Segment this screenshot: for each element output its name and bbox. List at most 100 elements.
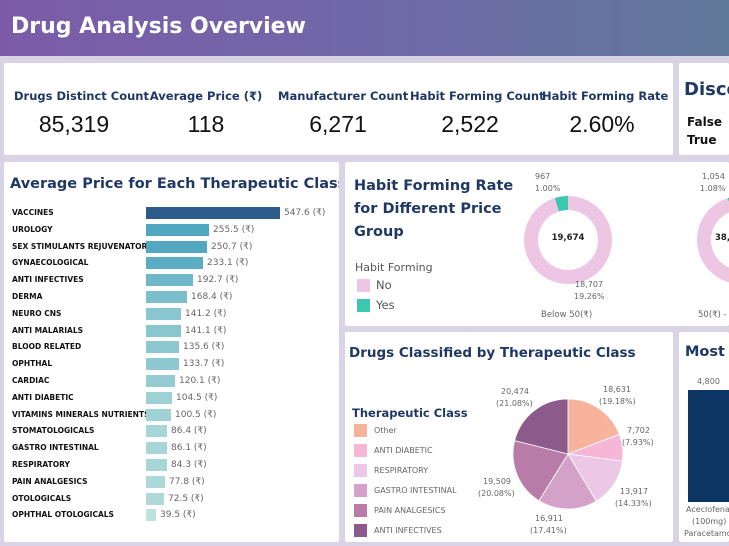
- bar-value-label: 168.4 (₹): [191, 292, 233, 302]
- donut-slice-no[interactable]: [697, 196, 729, 284]
- bar[interactable]: [146, 240, 207, 253]
- bar[interactable]: [146, 358, 179, 371]
- dashboard-header: Drug Analysis Overview: [0, 0, 729, 56]
- legend-label-no: No: [376, 278, 392, 292]
- habit-rate-title-line3: Group: [354, 224, 404, 240]
- habit-rate-title-line2: for Different Price: [354, 201, 502, 217]
- bar[interactable]: [146, 375, 175, 387]
- pie-legend-label: RESPIRATORY: [374, 466, 429, 475]
- donut2-center-total: 38,9: [715, 233, 729, 243]
- bar[interactable]: [146, 291, 187, 303]
- slice-label-anti-infectives-count: 20,474: [501, 387, 529, 396]
- legend-item-yes: Yes: [357, 299, 437, 313]
- kpi-value: 2.60%: [569, 111, 635, 137]
- bar-category-label: SEX STIMULANTS REJUVENATORS: [12, 241, 153, 251]
- bar[interactable]: [146, 509, 156, 522]
- classified-card: Drugs Classified by Therapeutic Class Th…: [345, 332, 673, 542]
- kpi-label: Habit Forming Rate: [542, 89, 669, 103]
- bar-category-label: DERMA: [12, 292, 43, 301]
- kpi-label: Manufacturer Count: [278, 89, 409, 103]
- dashboard-title: Drug Analysis Overview: [11, 14, 306, 39]
- habit-legend-title: Habit Forming: [355, 261, 433, 274]
- bar-category-label: OPHTHAL: [12, 359, 53, 369]
- kpi-label: Average Price (₹): [149, 89, 263, 103]
- pie-legend-item[interactable]: ANTI DIABETIC: [354, 444, 494, 458]
- pie-legend-label: Other: [374, 426, 397, 435]
- kpi-drugs-distinct-count: Drugs Distinct Count 85,319: [14, 89, 149, 138]
- pie-legend-item[interactable]: ANTI INFECTIVES: [354, 524, 494, 538]
- bar-category-label: UROLOGY: [12, 224, 53, 234]
- bar[interactable]: [146, 223, 209, 236]
- pie-slice-other[interactable]: [567, 398, 620, 455]
- donut1-no-count: 18,707: [575, 280, 603, 289]
- bar[interactable]: [146, 492, 164, 505]
- bar-value-label: 135.6 (₹): [183, 342, 225, 353]
- kpi-manufacturer-count: Manufacturer Count 6,271: [278, 89, 409, 138]
- bar[interactable]: [146, 257, 203, 270]
- pie-legend-label: ANTI DIABETIC: [374, 446, 433, 455]
- slice-label-anti-diabetic-percent: (7.93%): [622, 438, 654, 447]
- slice-label-anti-infectives-percent: (21.08%): [496, 399, 533, 408]
- discontinued-row-true: True: [687, 133, 717, 147]
- kpi-average-price: Average Price (₹) 118: [146, 89, 266, 138]
- discontinued-row-false: False: [687, 115, 722, 129]
- pie-legend-item[interactable]: PAIN ANALGESICS: [354, 504, 494, 518]
- kpi-card: [4, 63, 673, 155]
- pie-legend-label: PAIN ANALGESICS: [374, 506, 446, 515]
- pie-slice-gastro-intestinal[interactable]: [538, 453, 597, 510]
- bar[interactable]: [146, 442, 167, 455]
- bar[interactable]: [146, 341, 179, 354]
- bar-category-label: RESPIRATORY: [12, 460, 70, 469]
- bar[interactable]: [146, 459, 167, 471]
- legend-swatch-yes: [357, 299, 370, 312]
- habit-rate-title-line1: Habit Forming Rate: [354, 178, 514, 194]
- donut-slice-no[interactable]: [524, 196, 612, 284]
- pie-legend-item[interactable]: RESPIRATORY: [354, 464, 494, 478]
- bar[interactable]: [146, 425, 167, 438]
- pie-legend-swatch: [354, 504, 367, 517]
- most-common-bar-label-line2: (100mg): [692, 517, 727, 526]
- classified-legend: Other ANTI DIABETIC RESPIRATORY GASTRO INTE…: [345, 332, 505, 542]
- avg-price-card: Average Price for Each Therapeutic Class…: [4, 162, 339, 542]
- slice-label-other-count: 18,631: [603, 385, 631, 394]
- pie-slice-pain-analgesics[interactable]: [512, 440, 569, 502]
- bar[interactable]: [146, 207, 280, 219]
- pie-legend-swatch: [354, 444, 367, 457]
- classified-title: Drugs Classified by Therapeutic Class: [349, 345, 636, 361]
- bar-category-label: STOMATOLOGICALS: [12, 426, 95, 436]
- classified-legend-title: Therapeutic Class: [352, 406, 468, 420]
- donut2-yes-percent: 1.08%: [700, 184, 726, 193]
- bar-value-label: 547.6 (₹): [284, 208, 326, 218]
- bar[interactable]: [146, 274, 193, 287]
- bar-value-label: 84.3 (₹): [171, 460, 207, 470]
- pie-legend-item[interactable]: GASTRO INTESTINAL: [354, 484, 494, 498]
- slice-label-gastro-percent: (17.41%): [530, 526, 567, 535]
- kpi-value: 118: [187, 111, 225, 137]
- kpi-habit-forming-rate: Habit Forming Rate 2.60%: [542, 89, 669, 138]
- bar-category-label: VITAMINS MINERALS NUTRIENTS: [12, 409, 150, 419]
- bar[interactable]: [146, 391, 172, 404]
- bar-category-label: GASTRO INTESTINAL: [12, 443, 99, 453]
- bar[interactable]: [146, 307, 181, 320]
- bar[interactable]: [146, 408, 171, 421]
- pie-legend-item[interactable]: Other: [354, 424, 494, 438]
- bar-category-label: BLOOD RELATED: [12, 342, 82, 352]
- most-common-bar-label-line1: Aceclofena: [686, 505, 729, 514]
- bar-value-label: 233.1 (₹): [207, 258, 249, 269]
- donut1-yes-percent: 1.00%: [535, 184, 561, 193]
- bar-value-label: 255.5 (₹): [213, 224, 255, 235]
- most-common-bar-label-line3: Paracetamo: [684, 529, 729, 538]
- slice-label-gastro-count: 16,911: [535, 514, 563, 523]
- bar-category-label: ANTI MALARIALS: [12, 325, 84, 335]
- pie-slice-anti-infectives[interactable]: [514, 398, 569, 455]
- pie-slice-respiratory[interactable]: [567, 453, 623, 502]
- bar[interactable]: [146, 324, 181, 337]
- bar[interactable]: [146, 475, 165, 488]
- pie-legend-swatch: [354, 484, 367, 497]
- donut2-yes-count: 1,054: [702, 172, 725, 181]
- bar-category-label: ANTI INFECTIVES: [12, 275, 84, 285]
- bar-value-label: 72.5 (₹): [168, 493, 204, 504]
- bar-value-label: 100.5 (₹): [175, 409, 217, 420]
- habit-donut-below-50: [524, 196, 612, 284]
- donut-slice-yes[interactable]: [554, 196, 568, 212]
